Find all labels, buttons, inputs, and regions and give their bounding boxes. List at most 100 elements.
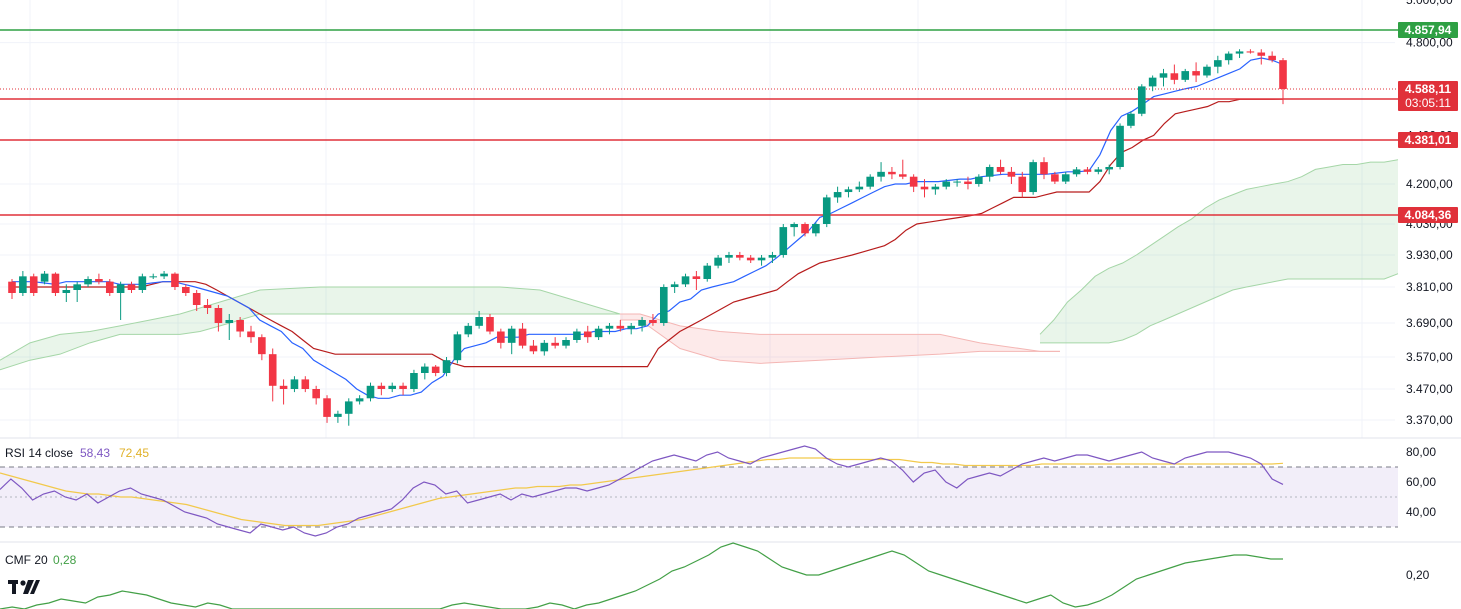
candle-body: [62, 290, 71, 293]
candle-body: [1094, 169, 1103, 172]
cmf-line: [0, 542, 1283, 609]
candle-body: [757, 257, 766, 261]
kijun-path: [12, 98, 1284, 368]
candle-body: [453, 334, 462, 361]
candle-body: [1181, 71, 1190, 80]
price-tick: 3.370,00: [1406, 413, 1453, 427]
candle-body: [203, 305, 212, 308]
candle-body: [1170, 73, 1179, 80]
level-tag: [1398, 207, 1458, 223]
rsi-label[interactable]: RSI 14 close: [5, 446, 73, 460]
candlestick-series: [8, 49, 1287, 426]
candle-body: [138, 276, 147, 290]
ichimoku-cloud-red-span-b: [620, 319, 1060, 364]
kijun-line: [12, 98, 1284, 368]
candle-body: [431, 366, 440, 373]
candle-body: [725, 255, 733, 258]
ichimoku-cloud-green-mid: [260, 287, 620, 314]
price-pane: 5.000,004.800,004.200,004.030,003.930,00…: [0, 0, 1458, 438]
candle-body: [692, 276, 701, 279]
candle-body: [801, 224, 809, 234]
candle-body: [1224, 53, 1233, 61]
candle-body: [562, 340, 570, 346]
candle-body: [1051, 174, 1059, 182]
cmf-value: 0,28: [53, 553, 77, 567]
candle-body: [573, 331, 581, 340]
candle-body: [247, 331, 255, 338]
rsi-line: [0, 445, 1284, 537]
candle-body: [1007, 171, 1016, 177]
level-tag-label: 4.084,36: [1405, 208, 1452, 222]
candle-body: [442, 360, 451, 373]
candle-body: [833, 192, 842, 198]
candle-body: [40, 273, 49, 282]
candle-body: [1214, 60, 1222, 67]
candle-body: [649, 320, 657, 323]
candle-body: [84, 279, 92, 285]
candle-body: [518, 328, 527, 346]
candle-body: [214, 308, 223, 323]
support-resistance-levels: [0, 29, 1398, 216]
current-price-label: 4.588,11: [1405, 82, 1451, 96]
candle-body: [388, 385, 397, 389]
price-tick: 3.690,00: [1406, 316, 1453, 330]
candle-body: [605, 325, 614, 329]
rsi-axis-tick: 40,00: [1406, 505, 1436, 519]
candle-body: [790, 224, 798, 228]
candle-body: [258, 337, 266, 355]
ichimoku-cloud-red: [620, 314, 1060, 364]
candle-body: [312, 389, 320, 399]
candle-body: [149, 276, 158, 278]
candle-body: [399, 385, 407, 389]
candle-body: [1279, 60, 1287, 89]
candle-body: [1029, 162, 1037, 193]
candle-body: [344, 401, 353, 414]
candle-body: [746, 257, 755, 261]
candle-body: [1105, 166, 1113, 170]
candle-body: [551, 342, 559, 346]
price-tick: 3.930,00: [1406, 248, 1453, 262]
tenkan-line: [12, 57, 1284, 399]
candle-body: [953, 181, 961, 183]
candle-body: [627, 325, 636, 329]
candle-body: [160, 273, 168, 277]
price-tick: 5.000,00: [1406, 0, 1453, 7]
candle-body: [497, 331, 505, 343]
candle-body: [779, 227, 788, 255]
price-grid: [0, 0, 1395, 438]
tradingview-logo[interactable]: [8, 580, 40, 594]
candle-body: [681, 276, 690, 285]
candle-body: [366, 385, 375, 399]
candle-body: [638, 320, 646, 326]
cmf-label[interactable]: CMF 20: [5, 553, 48, 567]
candle-body: [931, 186, 940, 190]
candle-body: [301, 379, 310, 389]
candle-body: [279, 385, 288, 389]
ichimoku-cloud: [0, 159, 1399, 371]
candle-body: [964, 181, 972, 184]
candle-body: [996, 166, 1005, 172]
candle-body: [659, 287, 668, 323]
price-tick: 3.570,00: [1406, 350, 1453, 364]
candle-body: [714, 257, 722, 266]
candle-body: [975, 176, 983, 184]
candle-body: [1116, 125, 1124, 167]
ichimoku-cloud-green-span-b: [0, 313, 261, 371]
ichimoku-cloud-green-span-a: [0, 289, 261, 361]
price-tick: 4.800,00: [1406, 36, 1453, 50]
candle-body: [1203, 66, 1211, 76]
candle-body: [844, 189, 853, 193]
candle-body: [323, 398, 331, 417]
candle-body: [1040, 162, 1048, 175]
cmf-pane: CMF 20 0,28 0,20: [0, 542, 1430, 609]
candle-body: [355, 398, 364, 402]
candle-body: [703, 265, 712, 279]
ichimoku-cloud-green-mid-span-a: [259, 286, 621, 315]
candle-body: [19, 276, 27, 293]
rsi-axis-tick: 60,00: [1406, 475, 1436, 489]
tenkan-path: [12, 57, 1284, 399]
candle-body: [855, 186, 864, 190]
price-tick: 3.470,00: [1406, 382, 1453, 396]
price-tick: 3.810,00: [1406, 280, 1453, 294]
level-tag-label: 4.381,01: [1405, 133, 1452, 147]
